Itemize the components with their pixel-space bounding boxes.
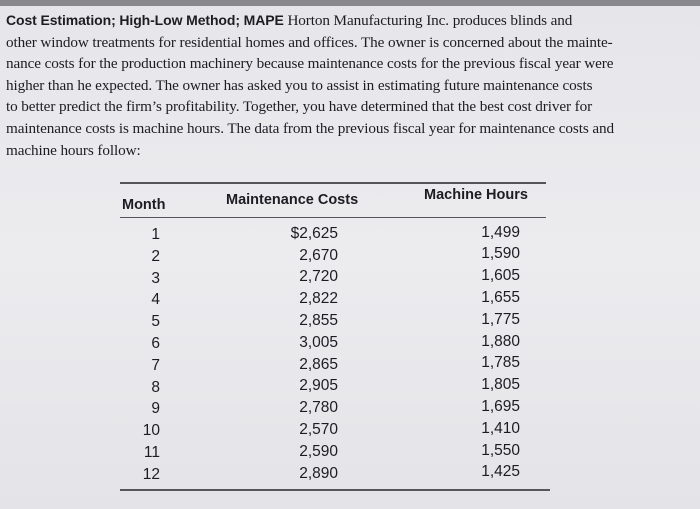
table-rule — [120, 489, 550, 491]
table-cell: 1,605 — [481, 267, 520, 285]
table-cell: 1,775 — [481, 310, 520, 328]
table-cell: 1,499 — [481, 223, 520, 241]
table-cell: 2 — [151, 247, 160, 265]
column-header: Month — [122, 197, 166, 213]
table-cell: $2,625 — [290, 224, 338, 242]
column-header: Maintenance Costs — [226, 192, 359, 208]
table-cell: 1,590 — [481, 245, 520, 263]
table-cell: 2,590 — [299, 442, 338, 460]
table-cell: 1,785 — [481, 354, 520, 372]
table-cell: 1,655 — [481, 289, 520, 306]
text: Horton Manufacturing Inc. produces blind… — [287, 12, 573, 29]
table-rule — [120, 182, 546, 184]
table-cell: 8 — [151, 378, 160, 396]
table-cell: 1,425 — [481, 463, 520, 481]
table-cell: 2,855 — [299, 312, 338, 329]
table-cell: 12 — [142, 465, 160, 483]
table-cell: 2,890 — [299, 464, 338, 482]
text-line: machine hours follow: — [6, 141, 141, 159]
table-cell: 4 — [151, 291, 160, 309]
text-line: higher than he expected. The owner has a… — [6, 76, 593, 94]
table-cell: 6 — [151, 335, 160, 352]
table-cell: 2,670 — [299, 246, 338, 264]
text-line: other window treatments for residential … — [6, 33, 613, 51]
table-cell: 2,905 — [299, 377, 338, 395]
table-cell: 2,822 — [299, 290, 338, 308]
table-cell: 2,720 — [299, 268, 338, 286]
table-cell: 1 — [151, 226, 160, 243]
table-cell: 3,005 — [299, 333, 338, 351]
table-cell: 1,695 — [481, 398, 520, 415]
table-cell: 10 — [142, 422, 160, 440]
table-cell: 2,865 — [299, 355, 338, 373]
table-cell: 2,570 — [299, 421, 338, 438]
table-cell: 2,780 — [299, 399, 338, 417]
cut-off-strip — [0, 0, 700, 6]
text-line: maintenance costs is machine hours. The … — [6, 120, 614, 137]
text-line: to better predict the firm’s profitabili… — [6, 98, 593, 116]
table-cell: 1,880 — [481, 332, 520, 350]
heading: Cost Estimation; High-Low Method; MAPE — [6, 12, 284, 28]
table-rule — [120, 217, 546, 218]
table-cell: 9 — [151, 400, 160, 418]
table-cell: 5 — [151, 313, 160, 331]
table-cell: 7 — [151, 356, 160, 374]
text-line: Cost Estimation; High-Low Method; MAPE H… — [6, 12, 572, 30]
table-cell: 1,410 — [481, 419, 520, 437]
column-header: Machine Hours — [424, 187, 528, 203]
table-cell: 11 — [143, 444, 160, 461]
table-cell: 1,805 — [481, 376, 520, 394]
text-line: nance costs for the production machinery… — [6, 55, 614, 73]
table-cell: 3 — [151, 269, 160, 287]
table-cell: 1,550 — [481, 441, 520, 459]
